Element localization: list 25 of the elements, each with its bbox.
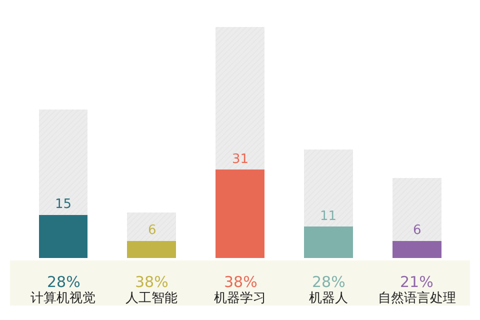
x-tick-label: 人工智能 (126, 291, 178, 306)
bar (304, 150, 353, 227)
data-label: 11 (320, 209, 337, 224)
bar (304, 226, 353, 258)
data-label: 6 (148, 223, 156, 238)
bar (392, 240, 442, 258)
text: 28% (312, 273, 346, 291)
x-tick-label: 机器人 (308, 291, 348, 306)
data-label: 6 (413, 223, 422, 238)
bar (127, 212, 176, 241)
text: 21% (400, 273, 434, 291)
text: 38% (135, 273, 168, 291)
data-label: 15 (55, 197, 72, 212)
x-tick-label: 机器学习 (214, 291, 266, 306)
bar (38, 215, 88, 258)
data-label: 31 (232, 152, 249, 167)
bar (392, 178, 442, 241)
x-tick-label: 计算机视觉 (30, 291, 96, 306)
bar (127, 240, 176, 258)
text: 28% (47, 273, 80, 291)
bar (216, 26, 264, 170)
x-tick-label: 自然语言处理 (378, 290, 456, 306)
bar (38, 110, 88, 216)
text: 38% (224, 273, 258, 291)
bar (216, 170, 264, 258)
